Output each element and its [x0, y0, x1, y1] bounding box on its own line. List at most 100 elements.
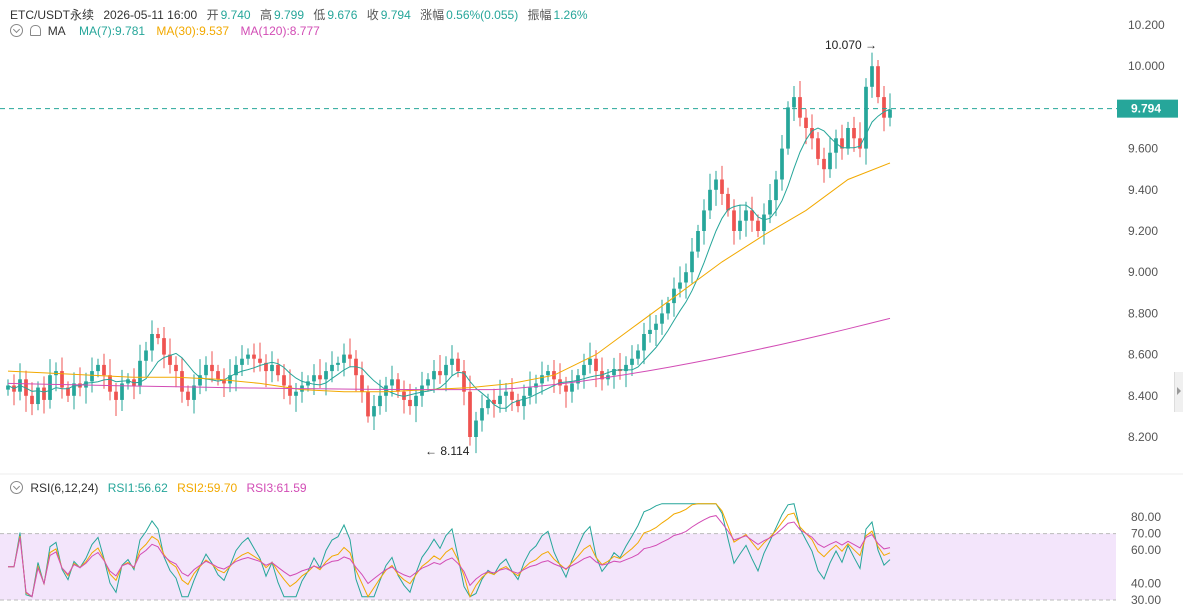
candle-body	[534, 383, 538, 388]
candle-body	[198, 375, 202, 386]
ma120-line	[7, 317, 891, 391]
low-value: 9.676	[327, 8, 358, 22]
candle-body	[294, 391, 298, 396]
candle-body	[450, 358, 454, 365]
symbol-label[interactable]: ETC/USDT永续	[10, 8, 95, 22]
candle-body	[342, 354, 346, 363]
rsi-title[interactable]: RSI(6,12,24)	[30, 481, 99, 495]
candle-body	[90, 371, 94, 382]
alert-icon[interactable]	[30, 25, 42, 36]
candle-body	[258, 358, 262, 363]
candle-body	[390, 379, 394, 386]
price-tick-label: 9.000	[1128, 265, 1158, 279]
candle-body	[516, 399, 520, 407]
candle-body	[384, 385, 388, 396]
candle-body	[468, 391, 472, 437]
candle-body	[366, 391, 370, 417]
change-label: 涨幅	[420, 8, 445, 22]
candle-body	[252, 354, 256, 359]
price-tick-label: 9.400	[1128, 183, 1158, 197]
candle-body	[732, 210, 736, 231]
candle-body	[726, 193, 730, 211]
ma-title[interactable]: MA	[47, 24, 66, 38]
candle-body	[138, 360, 142, 386]
candle-body	[840, 138, 844, 149]
candle-body	[48, 375, 52, 400]
candle-body	[438, 371, 442, 376]
candle-body	[150, 334, 154, 351]
candle-body	[828, 152, 832, 170]
collapse-icon[interactable]	[10, 24, 23, 37]
candle-body	[108, 375, 112, 392]
candle-body	[402, 391, 406, 400]
candle-body	[888, 109, 892, 118]
current-price-tag	[1117, 99, 1178, 118]
candle-body	[792, 97, 796, 108]
amplitude-label: 振幅	[527, 8, 552, 22]
rsi-tick-label: 80.00	[1131, 510, 1161, 524]
candle-body	[642, 334, 646, 351]
candle-body	[804, 117, 808, 128]
ma30-value: MA(30):9.537	[156, 24, 230, 38]
candle-body	[630, 358, 634, 365]
ma7-line	[7, 108, 891, 409]
candle-body	[576, 375, 580, 384]
candle-body	[546, 371, 550, 376]
candle-body	[288, 385, 292, 396]
candle-body	[582, 364, 586, 376]
candle-body	[174, 364, 178, 372]
candle-body	[330, 364, 334, 372]
candle-body	[168, 354, 172, 365]
candle-body	[852, 128, 856, 139]
candle-body	[510, 391, 514, 400]
rsi2-value: RSI2:59.70	[177, 481, 238, 495]
candle-body	[186, 391, 190, 400]
open-label: 开	[206, 8, 219, 22]
rsi-tick-label: 40.00	[1131, 576, 1161, 590]
rsi1-value: RSI1:56.62	[107, 481, 168, 495]
candle-body	[540, 375, 544, 384]
candle-body	[264, 362, 268, 372]
candle-body	[270, 364, 274, 372]
candle-body	[654, 323, 658, 330]
candle-body	[708, 189, 712, 211]
candle-body	[786, 107, 790, 149]
candle-body	[84, 381, 88, 388]
candle-body	[102, 364, 106, 376]
candle-body	[432, 371, 436, 380]
candle-body	[624, 364, 628, 372]
candle-body	[660, 313, 664, 324]
current-price-label: 9.794	[1131, 102, 1161, 116]
candle-body	[36, 387, 40, 405]
candle-body	[312, 375, 316, 382]
candle-body	[474, 420, 478, 437]
datetime-label: 2026-05-11 16:00	[103, 8, 198, 22]
candle-body	[162, 338, 166, 355]
price-tick-label: 9.600	[1128, 142, 1158, 156]
candle-body	[822, 158, 826, 170]
candle-body	[798, 97, 802, 118]
candle-body	[702, 210, 706, 231]
candle-body	[672, 288, 676, 304]
candle-body	[714, 179, 718, 190]
candle-body	[372, 406, 376, 417]
high-label: 高	[259, 8, 272, 22]
side-panel-toggle[interactable]	[1174, 372, 1183, 412]
candle-body	[666, 303, 670, 314]
candle-body	[276, 364, 280, 376]
amplitude-value: 1.26%	[553, 8, 588, 22]
price-tick-label: 8.200	[1128, 430, 1158, 444]
candle-body	[570, 383, 574, 392]
ma30-line	[7, 162, 891, 393]
ma7-value: MA(7):9.781	[79, 24, 146, 38]
candle-body	[738, 220, 742, 231]
candle-body	[648, 329, 652, 334]
collapse-icon[interactable]	[10, 481, 23, 494]
candle-body	[6, 385, 10, 390]
candle-body	[834, 138, 838, 153]
candle-body	[594, 358, 598, 372]
price-tick-label: 9.200	[1128, 224, 1158, 238]
candle-body	[234, 364, 238, 376]
price-tick-label: 8.400	[1128, 389, 1158, 403]
